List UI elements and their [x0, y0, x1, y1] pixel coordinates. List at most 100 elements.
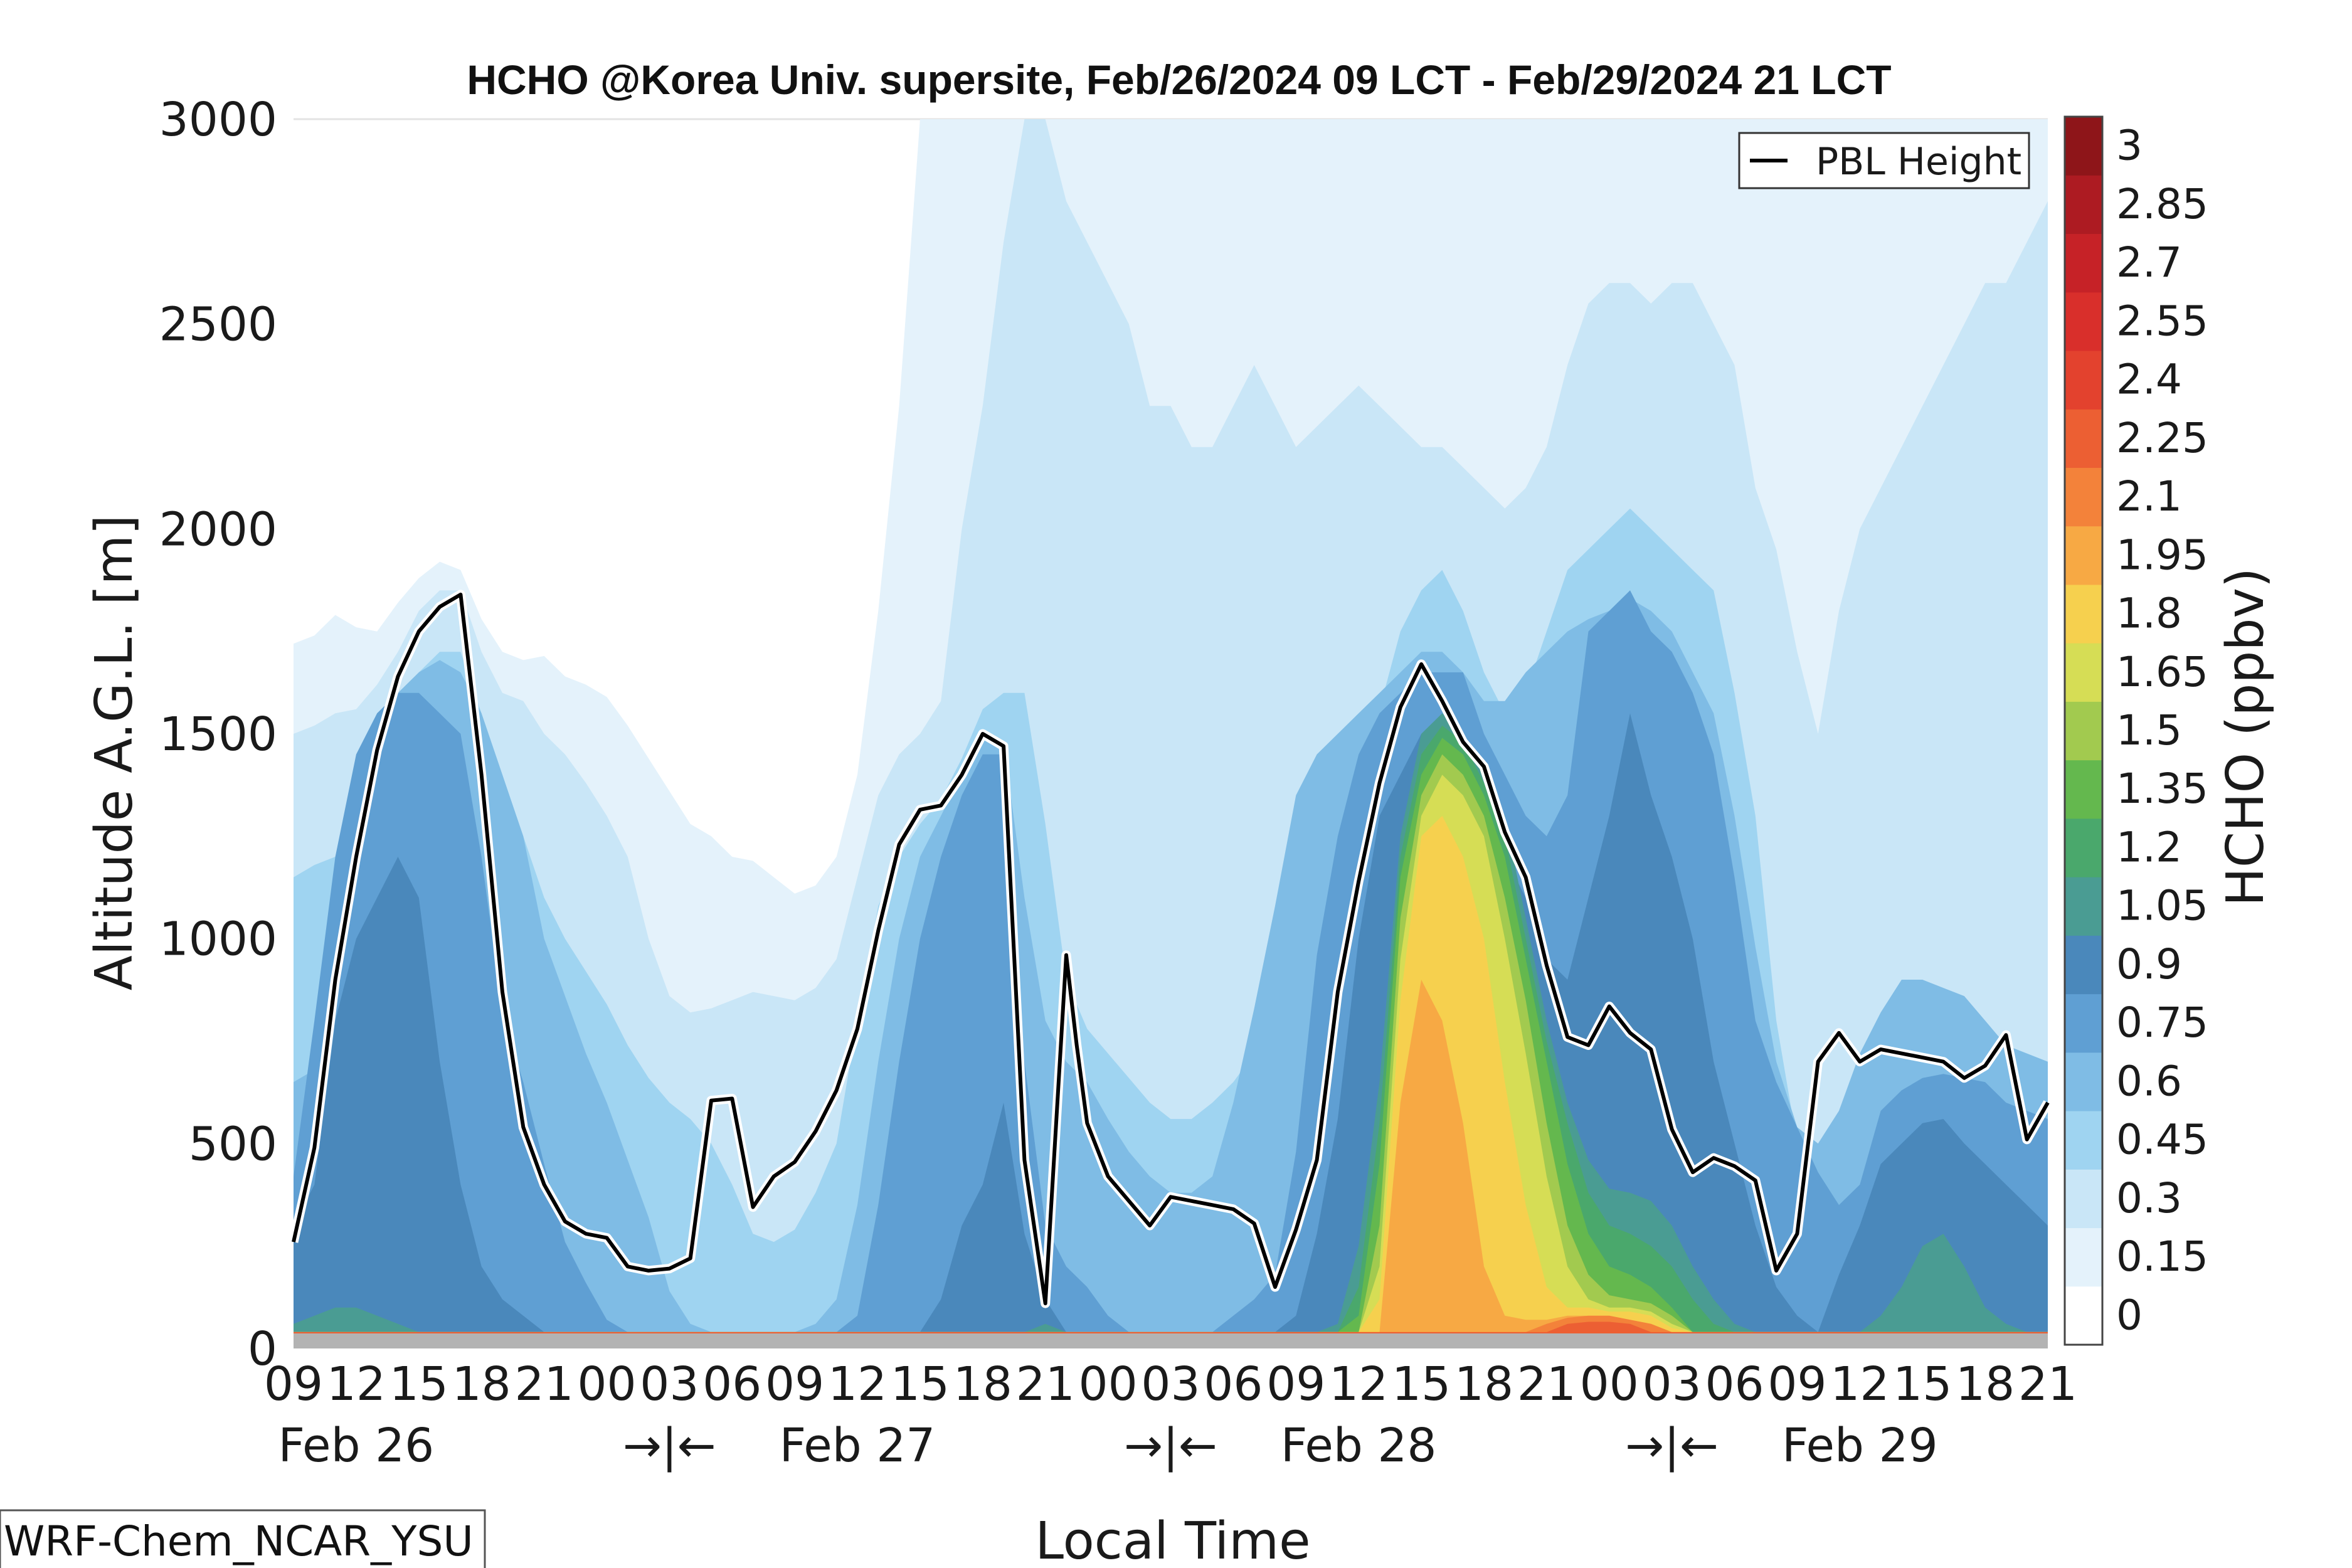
colorbar-swatch	[2065, 526, 2102, 585]
plot-area	[289, 118, 2052, 1349]
x-date-label: →|←	[623, 1419, 716, 1473]
y-tick-label: 1500	[159, 707, 277, 761]
colorbar-tick-label: 2.85	[2116, 180, 2208, 228]
x-tick-label: 15	[1392, 1357, 1451, 1411]
x-tick-label: 12	[1329, 1357, 1388, 1411]
colorbar-tick-label: 3	[2116, 122, 2143, 170]
colorbar: 0 0.15 0.3 0.45 0.6 0.75 0.9 1.05 1.2 1.35 1.5 1.65…	[2063, 115, 2208, 1346]
x-tick-label: 12	[828, 1357, 887, 1411]
x-date-label: Feb 29	[1782, 1419, 1938, 1473]
x-tick-label: 09	[765, 1357, 824, 1411]
colorbar-tick-label: 0.75	[2116, 999, 2208, 1047]
colorbar-tick-label: 0.6	[2116, 1057, 2182, 1105]
colorbar-tick-label: 0.9	[2116, 940, 2182, 988]
x-tick-label: 03	[1643, 1357, 1702, 1411]
colorbar-swatch	[2065, 993, 2102, 1053]
colorbar-tick-label: 1.95	[2116, 531, 2208, 579]
x-tick-label: 21	[1016, 1357, 1075, 1411]
colorbar-tick-label: 2.55	[2116, 297, 2208, 345]
y-tick-label: 1000	[159, 913, 277, 967]
colorbar-tick-label: 0.3	[2116, 1174, 2182, 1222]
colorbar-label: HCHO (ppbv)	[2216, 568, 2275, 906]
x-tick-label: 21	[1517, 1357, 1576, 1411]
colorbar-swatch	[2065, 1052, 2102, 1111]
colorbar-swatch	[2065, 877, 2102, 936]
colorbar-swatch	[2065, 760, 2102, 819]
x-date-label: Feb 27	[780, 1419, 936, 1473]
y-axis: 0 500 1000 1500 2000 2500 3000	[159, 93, 277, 1376]
x-date-label: Feb 26	[278, 1419, 435, 1473]
x-tick-label: 03	[640, 1357, 699, 1411]
y-tick-label: 2000	[159, 502, 277, 556]
legend-label-pbl: PBL Height	[1816, 140, 2021, 184]
x-tick-label: 00	[577, 1357, 636, 1411]
colorbar-tick-label: 1.2	[2116, 824, 2182, 872]
colorbar-tick-label: 2.7	[2116, 238, 2182, 287]
model-label: WRF-Chem_NCAR_YSU	[4, 1517, 474, 1565]
model-label-box: WRF-Chem_NCAR_YSU	[0, 1509, 486, 1568]
x-tick-label: 15	[1893, 1357, 1952, 1411]
colorbar-tick-label: 0.15	[2116, 1232, 2208, 1281]
y-tick-label: 0	[248, 1322, 277, 1376]
colorbar-swatch	[2065, 233, 2102, 293]
x-date-label: →|←	[1625, 1419, 1719, 1473]
colorbar-tick-label: 0.45	[2116, 1116, 2208, 1164]
colorbar-tick-label: 1.05	[2116, 882, 2208, 930]
x-tick-label: 15	[891, 1357, 950, 1411]
x-tick-label: 03	[1141, 1357, 1200, 1411]
x-tick-label: 06	[702, 1357, 761, 1411]
colorbar-swatch	[2065, 467, 2102, 527]
colorbar-tick-label: 2.25	[2116, 414, 2208, 462]
colorbar-swatch	[2065, 175, 2102, 234]
x-date-label: →|←	[1124, 1419, 1217, 1473]
colorbar-tick-label: 0	[2116, 1291, 2143, 1339]
colorbar-swatch	[2065, 701, 2102, 761]
x-tick-label: 21	[514, 1357, 573, 1411]
colorbar-tick-label: 1.5	[2116, 706, 2182, 755]
x-tick-label: 09	[1266, 1357, 1325, 1411]
colorbar-tick-label: 1.35	[2116, 765, 2208, 813]
colorbar-swatch	[2065, 1286, 2102, 1345]
colorbar-frame	[2063, 115, 2104, 1346]
x-date-label: Feb 28	[1281, 1419, 1437, 1473]
colorbar-tick-label: 2.1	[2116, 472, 2182, 521]
colorbar-tick-label: 2.4	[2116, 356, 2182, 404]
x-tick-label: 18	[953, 1357, 1012, 1411]
colorbar-tick-label: 1.65	[2116, 648, 2208, 696]
x-tick-label: 12	[1830, 1357, 1889, 1411]
colorbar-swatch	[2065, 409, 2102, 468]
colorbar-swatch	[2065, 292, 2102, 351]
x-axis: 09 12 15 18 21 00 03 06 09 12 15 18 21 00 03 06 09 12 15 18…	[264, 1357, 2077, 1473]
colorbar-tick-label: 1.8	[2116, 590, 2182, 638]
y-tick-label: 500	[189, 1117, 277, 1171]
x-tick-label: 09	[1767, 1357, 1826, 1411]
y-axis-label: Altitude A.G.L. [m]	[85, 515, 144, 991]
x-tick-label: 21	[2018, 1357, 2077, 1411]
y-tick-label: 3000	[159, 93, 277, 147]
colorbar-swatch	[2065, 117, 2102, 176]
colorbar-swatch	[2065, 1111, 2102, 1170]
colorbar-swatch	[2065, 818, 2102, 877]
legend: PBL Height	[1738, 132, 2030, 189]
x-tick-label: 06	[1204, 1357, 1263, 1411]
contour-band	[294, 713, 2048, 1348]
x-axis-label: Local Time	[1035, 1512, 1310, 1568]
colorbar-swatch	[2065, 584, 2102, 644]
x-tick-label: 18	[1956, 1357, 2015, 1411]
colorbar-swatch	[2065, 351, 2102, 410]
pbl-height-line	[292, 592, 2050, 1306]
x-tick-label: 18	[1454, 1357, 1513, 1411]
x-tick-label: 00	[1079, 1357, 1138, 1411]
x-tick-label: 06	[1705, 1357, 1764, 1411]
colorbar-swatch	[2065, 935, 2102, 995]
x-tick-label: 15	[389, 1357, 448, 1411]
ground-strip	[294, 1333, 2048, 1348]
x-tick-label: 18	[452, 1357, 511, 1411]
colorbar-swatch	[2065, 1227, 2102, 1287]
colorbar-swatch	[2065, 1169, 2102, 1229]
x-tick-label: 00	[1580, 1357, 1639, 1411]
colorbar-swatch	[2065, 643, 2102, 702]
x-tick-label: 12	[327, 1357, 386, 1411]
y-tick-label: 2500	[159, 298, 277, 352]
